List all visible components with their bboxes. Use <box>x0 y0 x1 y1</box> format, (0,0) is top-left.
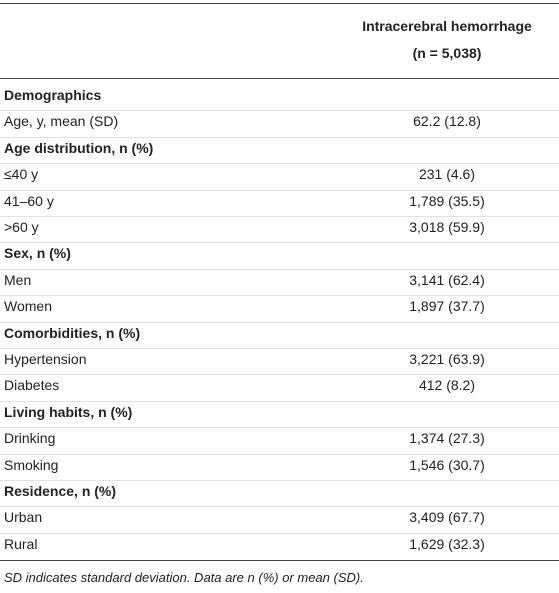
row-value: 3,018 (59.9) <box>409 219 485 235</box>
row-separator <box>0 480 559 481</box>
row-label: Women <box>4 298 52 315</box>
row-separator <box>0 189 559 191</box>
row-value: 1,789 (35.5) <box>409 192 485 209</box>
row-label: Urban <box>4 509 43 526</box>
row-separator <box>0 427 559 429</box>
header-title: Intracerebral hemorrhage <box>362 18 532 34</box>
row-value: 231 (4.6) <box>418 166 476 183</box>
row-separator <box>0 321 559 323</box>
row-separator <box>0 216 559 217</box>
row-label: Diabetes <box>4 377 60 394</box>
row-label: Rural <box>4 535 38 552</box>
row-value: 3,141 (62.4) <box>409 271 485 288</box>
row-separator <box>0 268 559 270</box>
row-separator <box>0 400 559 402</box>
header-n: (n = 5,038) <box>412 45 482 61</box>
row-value: 3,409 (67.7) <box>409 509 485 526</box>
row-value: 1,629 (32.3) <box>409 535 485 552</box>
row-label: Smoking <box>4 456 59 473</box>
row-label: >60 y <box>4 219 39 235</box>
section-label: Demographics <box>4 87 102 103</box>
row-separator <box>0 532 559 534</box>
row-label: ≤40 y <box>4 166 39 183</box>
row-value: 62.2 (12.8) <box>413 113 481 130</box>
row-value: 3,221 (63.9) <box>409 351 485 367</box>
section-label: Living habits, n (%) <box>4 403 133 420</box>
row-label: Men <box>4 271 32 288</box>
section-label: Sex, n (%) <box>4 245 71 262</box>
row-separator <box>0 163 559 165</box>
row-value: 1,546 (30.7) <box>409 456 485 473</box>
footnote: SD indicates standard deviation. Data ar… <box>4 570 364 585</box>
section-label: Age distribution, n (%) <box>4 139 154 156</box>
top-rule <box>0 3 559 4</box>
row-separator <box>0 242 559 244</box>
row-label: Age, y, mean (SD) <box>4 113 119 130</box>
row-label: 41–60 y <box>4 192 54 209</box>
bottom-rule <box>0 560 559 561</box>
row-separator <box>0 348 559 349</box>
section-label: Residence, n (%) <box>4 483 117 499</box>
section-label: Comorbidities, n (%) <box>4 324 141 341</box>
row-label: Drinking <box>4 430 56 447</box>
row-value: 1,897 (37.7) <box>409 298 485 315</box>
row-separator <box>0 295 559 297</box>
row-value: 412 (8.2) <box>418 377 476 394</box>
header-rule <box>0 78 559 79</box>
row-separator <box>0 453 559 455</box>
row-label: Hypertension <box>4 351 87 367</box>
row-separator <box>0 374 559 376</box>
row-separator <box>0 110 559 112</box>
row-separator <box>0 136 559 138</box>
row-separator <box>0 506 559 508</box>
row-value: 1,374 (27.3) <box>409 430 485 447</box>
